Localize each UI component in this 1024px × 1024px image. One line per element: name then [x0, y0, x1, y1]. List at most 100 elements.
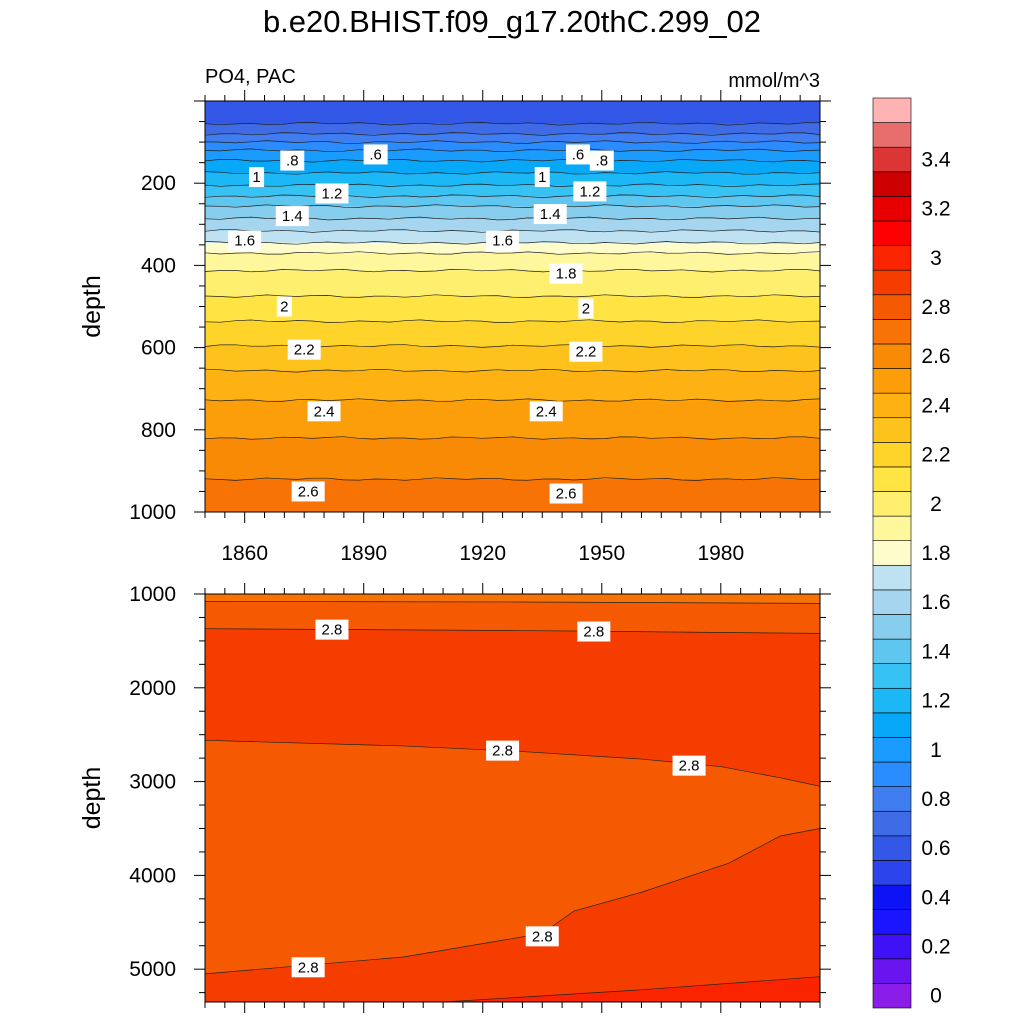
colorbar: 0 0.2 0.4 0.6 0.8 1 1.2 1.4 1.6 1.8 2 2.2 2.4 2.6 2.8 3… — [872, 97, 951, 1009]
colorbar-swatch — [872, 491, 912, 517]
contour-label-text: 2.4 — [536, 403, 557, 420]
contour-line — [205, 368, 820, 373]
units-label: mmol/m^3 — [728, 70, 820, 92]
contour-band — [205, 185, 820, 197]
contour-line — [205, 628, 820, 634]
colorbar-swatch — [872, 761, 912, 787]
contour-line — [205, 739, 820, 787]
colorbar-swatch — [872, 392, 912, 419]
contour-label: 2 — [276, 296, 292, 317]
colorbar-swatch — [872, 146, 912, 173]
contour-label: 2.8 — [577, 621, 611, 642]
x-tick-label: 1920 — [459, 542, 506, 565]
contour-line — [205, 171, 820, 175]
contour-label-text: 2 — [280, 299, 288, 316]
colorbar-swatch — [872, 638, 912, 664]
colorbar-swatch — [872, 245, 912, 271]
contour-label-text: 1 — [252, 169, 260, 186]
contour-line — [205, 140, 820, 144]
contour-label: 1 — [249, 167, 265, 188]
colorbar-swatch — [872, 958, 912, 984]
contour-line — [205, 159, 820, 163]
colorbar-swatch — [872, 515, 912, 542]
colorbar-swatch — [872, 294, 912, 320]
plot-frame — [204, 593, 821, 1003]
contour-band — [205, 370, 820, 401]
colorbar-swatch — [872, 786, 912, 812]
contour-band — [205, 400, 820, 439]
contour-band — [443, 976, 820, 1002]
contour-label: 2 — [578, 298, 594, 319]
contour-label: .6 — [363, 144, 388, 165]
colorbar-label: 3.4 — [921, 148, 951, 171]
colorbar-label: 1.6 — [921, 591, 950, 614]
contour-label: 1.6 — [228, 230, 262, 251]
contour-band — [205, 196, 820, 207]
contour-band — [205, 438, 820, 480]
colorbar-label: 3 — [930, 247, 942, 270]
contour-label-text: 2.8 — [532, 928, 553, 945]
contour-label: 2.8 — [291, 957, 325, 978]
x-tick-label: 1890 — [340, 542, 387, 565]
contour-line — [205, 204, 820, 208]
colorbar-swatch — [872, 196, 912, 222]
colorbar-label: 0.2 — [921, 936, 950, 959]
contour-line — [205, 132, 820, 136]
contour-label: 2.2 — [569, 341, 603, 362]
colorbar-label: 1.8 — [921, 542, 950, 565]
contour-band — [205, 828, 820, 1002]
contour-line — [205, 229, 820, 233]
contour-label-text: .6 — [572, 146, 585, 163]
colorbar-swatch — [872, 712, 912, 738]
contour-line — [205, 477, 820, 481]
colorbar-swatch — [872, 97, 912, 123]
contour-label-text: 2.6 — [298, 483, 319, 500]
contour-label-text: 2.2 — [294, 342, 315, 359]
contour-label: 1.4 — [533, 204, 567, 225]
colorbar-swatch — [872, 343, 912, 369]
contour-band — [205, 101, 820, 125]
colorbar-swatch — [872, 860, 912, 886]
contour-label: 2.6 — [291, 481, 325, 502]
contour-band — [205, 628, 820, 787]
x-tick-label: 1860 — [221, 542, 268, 565]
contour-label-text: 1.4 — [282, 208, 303, 225]
contour-line — [205, 121, 820, 126]
contour-label: 2.2 — [287, 339, 321, 360]
contour-line — [205, 294, 820, 298]
variable-label: PO4, PAC — [205, 66, 296, 88]
colorbar-label: 0 — [930, 985, 942, 1008]
colorbar-swatch — [872, 933, 912, 960]
contour-label-text: 1.6 — [492, 233, 513, 250]
contour-label: 2.8 — [486, 740, 520, 761]
contour-label-text: .6 — [369, 146, 382, 163]
colorbar-label: 0.8 — [921, 788, 950, 811]
contour-label-text: 1.6 — [234, 233, 255, 250]
contour-label-text: 2.2 — [575, 344, 596, 361]
y-tick-label: 3000 — [129, 771, 176, 794]
colorbar-swatch — [872, 122, 912, 148]
colorbar-swatch — [872, 884, 912, 910]
contour-label: .8 — [589, 150, 614, 171]
contour-label: 1.4 — [275, 206, 309, 227]
contour-band — [205, 206, 820, 220]
contour-band — [205, 601, 820, 634]
contour-band — [205, 172, 820, 186]
y-tick-label: 600 — [141, 337, 176, 360]
contour-line — [205, 268, 820, 273]
panel-upper: .6 .6 .8 .8 1 1 1.2 1.2 1.4 1.4 1.6 1.6 1.8 2 2 2.2 2.2 2… — [78, 90, 831, 565]
contour-label-text: 2.4 — [314, 403, 335, 420]
contour-band — [205, 123, 820, 135]
contour-label-text: .8 — [286, 153, 299, 170]
contour-label-text: 1.2 — [322, 185, 343, 202]
plot-area-lower: 2.8 2.8 2.8 2.8 2.8 2.8 — [205, 594, 820, 1002]
contour-band — [205, 594, 820, 604]
contour-band — [205, 740, 820, 974]
contour-label-text: 2.8 — [583, 624, 604, 641]
contour-label: 2.8 — [672, 755, 706, 776]
contour-label-text: 2.8 — [322, 622, 343, 639]
contour-band — [205, 296, 820, 322]
y-tick-label: 800 — [141, 419, 176, 442]
colorbar-swatch — [872, 319, 912, 345]
y-axis-label: depth — [78, 275, 106, 338]
